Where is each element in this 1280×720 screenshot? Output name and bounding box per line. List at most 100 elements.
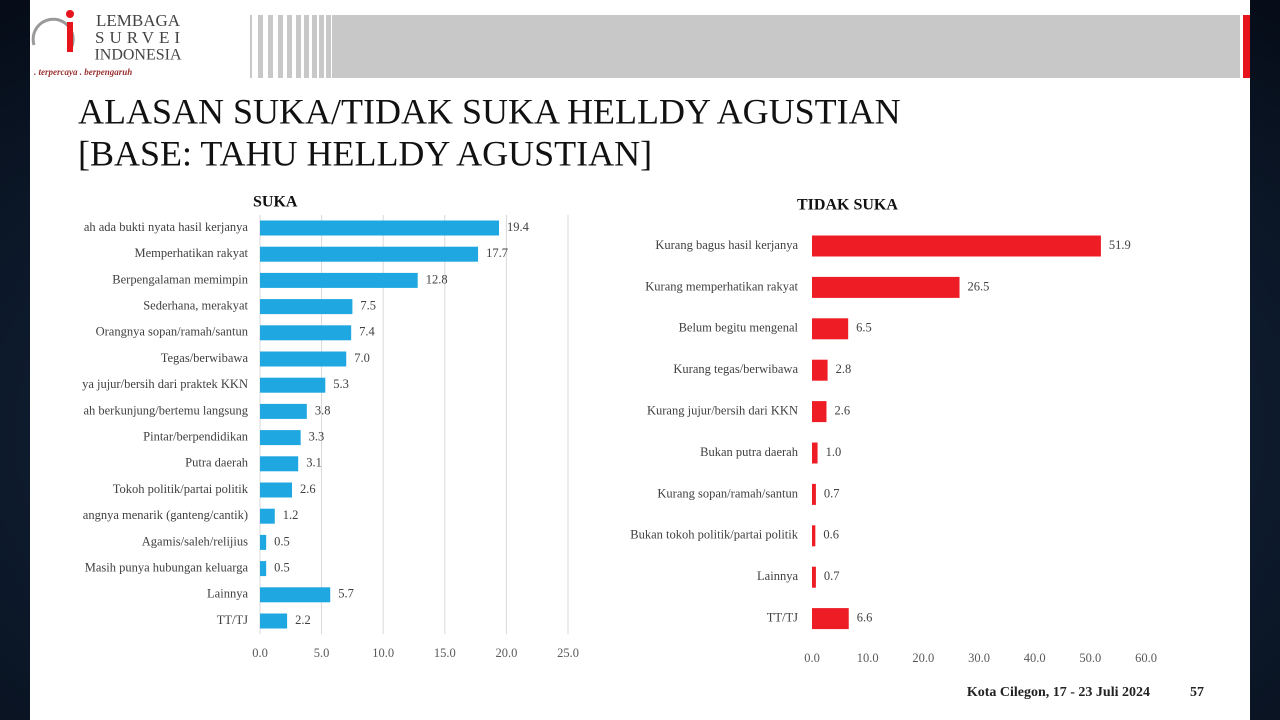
bar [260,377,326,393]
category-label: ah ada bukti nyata hasil kerjanya [84,220,249,234]
category-label: Berpengalaman memimpin [112,272,248,286]
category-label: ya jujur/bersih dari praktek KKN [82,377,248,391]
category-label: Kurang bagus hasil kerjanya [655,238,798,252]
value-label: 2.8 [836,362,852,376]
value-label: 0.5 [274,534,290,548]
bar [812,566,816,588]
x-tick-label: 20.0 [912,651,934,665]
category-label: Agamis/saleh/relijius [142,534,248,548]
category-label: Kurang sopan/ramah/santun [657,486,798,500]
header-bar [250,15,1250,78]
x-tick-label: 15.0 [434,646,456,660]
value-label: 51.9 [1109,238,1131,252]
x-tick-label: 0.0 [804,651,820,665]
category-label: Kurang memperhatikan rakyat [645,279,798,293]
logo-text: LEMBAGA [96,11,181,30]
value-label: 0.6 [823,528,839,542]
chart-title: SUKA [253,194,298,211]
x-tick-label: 60.0 [1135,651,1157,665]
bar [812,235,1101,257]
category-label: Kurang jujur/bersih dari KKN [647,403,798,417]
category-label: Orangnya sopan/ramah/santun [96,325,249,339]
bar [260,561,267,577]
bar [260,272,418,288]
value-label: 0.7 [824,486,840,500]
value-label: 7.5 [360,298,376,312]
bar [260,220,500,236]
bar [812,608,849,630]
category-label: Sederhana, merakyat [143,298,248,312]
bar [812,359,828,381]
logo-text: SURVEI [95,28,185,47]
value-label: 3.3 [309,429,325,443]
category-label: Putra daerah [185,456,249,470]
x-tick-label: 25.0 [557,646,579,660]
bar [260,299,353,315]
x-tick-label: 30.0 [968,651,990,665]
category-label: TT/TJ [767,610,798,624]
category-label: Bukan putra daerah [700,445,799,459]
value-label: 0.5 [274,560,290,574]
value-label: 2.6 [834,403,850,417]
bar [812,525,816,547]
x-tick-label: 50.0 [1079,651,1101,665]
value-label: 2.2 [295,613,311,627]
x-tick-label: 5.0 [314,646,330,660]
category-label: Pintar/berpendidikan [143,429,249,443]
category-label: Kurang tegas/berwibawa [673,362,798,376]
value-label: 5.3 [333,377,349,391]
bar [812,401,827,423]
bar [260,403,307,419]
category-label: ah berkunjung/bertemu langsung [83,403,248,417]
value-label: 1.0 [826,445,842,459]
category-label: Lainnya [207,587,248,601]
value-label: 6.6 [857,610,873,624]
value-label: 7.0 [354,351,370,365]
bar [260,246,479,262]
value-label: 12.8 [426,272,448,286]
value-label: 19.4 [507,220,530,234]
x-tick-label: 40.0 [1024,651,1046,665]
category-label: Bukan tokoh politik/partai politik [630,528,798,542]
logo-text: INDONESIA [94,47,182,64]
x-tick-label: 20.0 [495,646,517,660]
value-label: 17.7 [486,246,508,260]
value-label: 3.1 [306,456,322,470]
bar [260,613,288,629]
category-label: Belum begitu mengenal [679,321,799,335]
value-label: 7.4 [359,325,375,339]
bar [260,351,347,367]
bar [260,482,293,498]
bar [260,456,299,472]
bar [812,276,960,298]
bar [812,483,816,505]
value-label: 1.2 [283,508,299,522]
slide-body [30,0,1250,720]
chart-title: TIDAK SUKA [797,197,898,214]
bar [260,430,301,446]
bar [260,587,331,603]
logo-tagline: . terpercaya . berpengaruh [34,67,132,77]
slide-title: ALASAN SUKA/TIDAK SUKA HELLDY AGUSTIAN [78,91,901,131]
category-label: TT/TJ [217,613,248,627]
category-label: Memperhatikan rakyat [135,246,249,260]
bar [812,318,849,340]
x-tick-label: 10.0 [857,651,879,665]
value-label: 0.7 [824,569,840,583]
bar [260,534,267,550]
category-label: Masih punya hubungan keluarga [85,560,249,574]
bar [260,508,275,524]
category-label: Tegas/berwibawa [161,351,249,365]
value-label: 26.5 [968,279,990,293]
bar [812,442,818,464]
page-number: 57 [1190,685,1204,700]
value-label: 3.8 [315,403,331,417]
logo-icon [31,10,75,52]
footer-location: Kota Cilegon, 17 - 23 Juli 2024 [967,685,1150,700]
category-label: Lainnya [757,569,798,583]
category-label: angnya menarik (ganteng/cantik) [83,508,248,522]
bar [260,325,352,341]
value-label: 5.7 [338,587,354,601]
